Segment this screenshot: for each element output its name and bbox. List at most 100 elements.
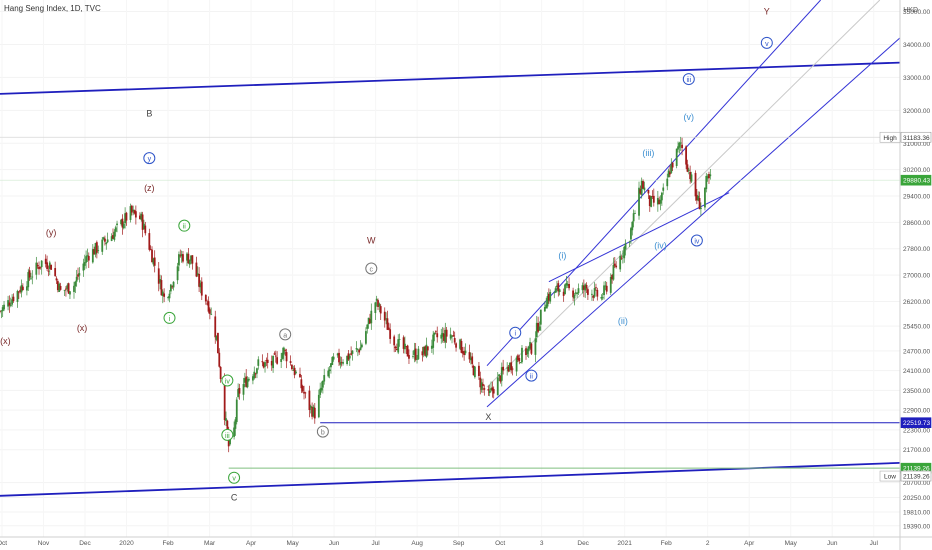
candle-body: [311, 406, 314, 417]
time-tick-label: 3: [540, 540, 544, 547]
candle-body: [677, 146, 679, 150]
time-tick-label: Dec: [577, 540, 589, 547]
candle-body: [395, 348, 398, 351]
candle-body: [101, 239, 104, 252]
candle-body: [246, 379, 249, 388]
candle-body: [577, 288, 580, 294]
candle-body: [237, 389, 240, 397]
candle-body: [612, 265, 615, 280]
candle-body: [340, 361, 343, 363]
time-tick-label: Feb: [162, 540, 174, 547]
time-tick-label: Oct: [0, 540, 7, 547]
candle-body: [443, 333, 445, 341]
candle-body: [196, 273, 199, 275]
candle-body: [398, 339, 401, 340]
wave-label-circle: [365, 262, 378, 275]
candle-body: [383, 311, 386, 321]
candle-body: [708, 174, 710, 179]
channel-line: [486, 37, 901, 408]
candle-body: [535, 322, 538, 338]
time-tick-label: 2: [706, 540, 710, 547]
candle-body: [289, 361, 292, 363]
candle-body: [667, 170, 670, 178]
price-tick-label: 22300.00: [903, 427, 930, 434]
candle-body: [31, 276, 34, 278]
time-tick-label: Jun: [827, 540, 838, 547]
candle-body: [498, 374, 501, 377]
candle-body: [385, 318, 387, 320]
candle-body: [496, 377, 499, 396]
candle-body: [347, 353, 350, 360]
candle-body: [94, 243, 97, 255]
candle-body: [490, 388, 492, 391]
candle-body: [266, 359, 269, 363]
candle-body: [215, 335, 218, 340]
candle-body: [153, 257, 156, 266]
candle-body: [206, 303, 209, 305]
candle-body: [16, 290, 19, 302]
candle-body: [538, 326, 541, 331]
candle-body: [122, 223, 125, 229]
candle-body: [114, 227, 117, 232]
candle-body: [7, 300, 9, 307]
candle-body: [78, 273, 81, 276]
candle-body: [253, 371, 256, 379]
candle-body: [225, 418, 227, 422]
wave-label: ii: [183, 224, 187, 231]
candle-body: [386, 318, 389, 330]
price-label-value: 21139.26: [903, 474, 930, 481]
price-labels: High 31183.36 29880.43 22519.73 21139.26 Low 2…: [879, 131, 932, 482]
candle-body: [293, 367, 296, 376]
candle-body: [270, 361, 273, 366]
wave-label: i: [169, 316, 171, 323]
candle-body: [375, 298, 378, 301]
candle-body: [112, 235, 114, 239]
candle-body: [133, 210, 136, 214]
wave-label: C: [231, 492, 238, 502]
candle-body: [168, 293, 171, 299]
candle-body: [282, 347, 285, 355]
wave-label: ii: [530, 374, 534, 381]
candle-body: [704, 187, 706, 208]
wave-label-circle: [221, 374, 234, 387]
wave-label: b: [321, 430, 325, 437]
price-label-caption: Low: [884, 474, 896, 481]
price-tick-label: 19390.00: [903, 523, 930, 530]
candle-body: [631, 221, 634, 231]
wave-label-circle: [760, 36, 773, 49]
wave-label: c: [370, 267, 374, 274]
candle-body: [421, 351, 424, 356]
wave-label-circle: [509, 326, 522, 339]
candle-body: [413, 349, 416, 355]
price-axis[interactable]: 35000.00 34000.00 33000.00 32000.00 31000.00…: [899, 0, 932, 550]
candle-body: [124, 213, 127, 224]
candle-body: [549, 292, 552, 302]
price-tick-label: 19810.00: [903, 509, 930, 516]
candle-body: [148, 233, 151, 250]
candle-body: [601, 297, 604, 299]
candle-body: [511, 368, 514, 370]
candle-body: [658, 199, 661, 205]
candle-body: [367, 317, 370, 325]
candle-body: [634, 213, 636, 215]
candle-body: [214, 316, 217, 338]
time-axis[interactable]: Oct Nov Dec 2020 Feb Mar Apr May Jun Jul Aug Sep Oct…: [0, 536, 932, 547]
candle-body: [152, 258, 155, 265]
candle-body: [82, 263, 85, 271]
candle-body: [394, 346, 397, 349]
price-label-value: 22519.73: [903, 420, 930, 427]
time-tick-label: Jul: [371, 540, 380, 547]
candle-body: [39, 266, 42, 268]
candle-body: [675, 148, 678, 166]
candle-body: [116, 223, 118, 226]
candle-body: [697, 195, 700, 201]
candle-body: [491, 387, 494, 391]
candle-body: [479, 377, 482, 388]
price-tick-label: 23500.00: [903, 388, 930, 395]
candle-body: [576, 293, 579, 294]
candle-body: [300, 379, 303, 389]
candle-body: [105, 242, 108, 245]
candle-body: [281, 352, 284, 359]
candle-body: [176, 266, 179, 281]
